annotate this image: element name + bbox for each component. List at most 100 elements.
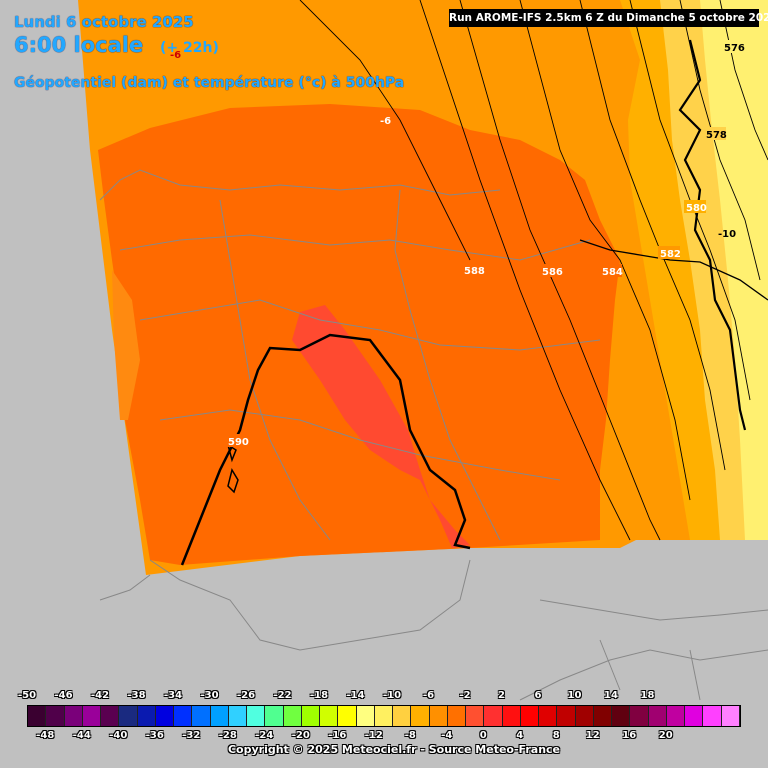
legend-swatch bbox=[557, 706, 576, 726]
label-580: 580 bbox=[686, 203, 707, 214]
legend-swatch bbox=[612, 706, 631, 726]
label-temp-minus6-small: -6 bbox=[170, 50, 181, 61]
legend-swatch bbox=[283, 706, 302, 726]
legend-top-label: -46 bbox=[54, 690, 73, 701]
legend-top-label: -18 bbox=[309, 690, 329, 701]
legend-bottom-label: -24 bbox=[255, 730, 274, 741]
legend-bottom-label: 0 bbox=[479, 730, 487, 741]
label-temp-minus6: -6 bbox=[380, 116, 391, 127]
legend-swatch bbox=[539, 706, 558, 726]
legend-swatch bbox=[593, 706, 612, 726]
legend-swatch bbox=[447, 706, 466, 726]
forecast-date: Lundi 6 octobre 2025 bbox=[14, 13, 194, 31]
legend-swatch bbox=[247, 706, 266, 726]
legend-swatch bbox=[228, 706, 247, 726]
coast-east bbox=[579, 239, 768, 301]
legend-bottom-label: 16 bbox=[622, 730, 637, 741]
geopotential-isolines bbox=[299, 0, 768, 541]
legend-swatch bbox=[119, 706, 138, 726]
label-588: 588 bbox=[464, 266, 485, 277]
run-info: Run AROME-IFS 2.5km 6 Z du Dimanche 5 oc… bbox=[449, 9, 768, 27]
legend-top-label: -38 bbox=[127, 690, 146, 701]
legend-bottom-label: -16 bbox=[328, 730, 347, 741]
label-584: 584 bbox=[602, 267, 623, 278]
legend-bottom-labels: -48 -44 -40 -36 -32 -28 -24 -20 -16 -12 -8 -4 0 4 8 12 1… bbox=[0, 730, 768, 744]
legend-color-bar bbox=[27, 705, 741, 727]
label-586: 586 bbox=[542, 267, 563, 278]
legend-swatch bbox=[192, 706, 211, 726]
legend-swatch bbox=[301, 706, 320, 726]
temperature-field bbox=[78, 0, 768, 575]
legend-top-label: -6 bbox=[422, 690, 435, 701]
legend-top-label: 10 bbox=[567, 690, 582, 701]
legend-swatch bbox=[648, 706, 667, 726]
legend-swatch bbox=[82, 706, 101, 726]
temperature-labels: -6 -6 -10 bbox=[170, 50, 736, 240]
contour-576-east bbox=[678, 39, 747, 431]
label-590: 590 bbox=[228, 437, 249, 448]
legend-top-label: -2 bbox=[459, 690, 471, 701]
legend-swatch bbox=[685, 706, 704, 726]
legend-swatch bbox=[502, 706, 521, 726]
label-576: 576 bbox=[724, 43, 745, 54]
legend-swatch bbox=[137, 706, 156, 726]
legend-swatch bbox=[101, 706, 120, 726]
label-582: 582 bbox=[660, 249, 681, 260]
legend-top-label: 14 bbox=[604, 690, 618, 701]
label-temp-minus10: -10 bbox=[718, 229, 736, 240]
legend-swatch bbox=[210, 706, 229, 726]
forecast-local-time: 6:00 locale bbox=[14, 33, 144, 57]
legend-bottom-label: -36 bbox=[145, 730, 164, 741]
legend-swatch bbox=[338, 706, 357, 726]
legend-bottom-label: -4 bbox=[441, 730, 453, 741]
legend-bottom-label: 20 bbox=[658, 730, 673, 741]
legend-bottom-label: -32 bbox=[182, 730, 201, 741]
legend-bottom-label: -28 bbox=[218, 730, 237, 741]
copyright: Copyright © 2025 Meteociel.fr - Source M… bbox=[227, 743, 561, 756]
legend-top-label: -34 bbox=[163, 690, 183, 701]
legend-bottom-label: 8 bbox=[552, 730, 560, 741]
legend-top-label: -30 bbox=[200, 690, 219, 701]
legend-swatch bbox=[155, 706, 174, 726]
legend-swatch bbox=[356, 706, 375, 726]
legend-swatch bbox=[46, 706, 65, 726]
legend-swatch bbox=[484, 706, 503, 726]
legend-swatch bbox=[666, 706, 685, 726]
legend-top-label: 2 bbox=[498, 690, 505, 701]
legend-swatch bbox=[703, 706, 722, 726]
legend-top-label: -22 bbox=[273, 690, 292, 701]
legend-bottom-label: 12 bbox=[585, 730, 600, 741]
legend-top-label: -14 bbox=[346, 690, 365, 701]
legend-swatch bbox=[630, 706, 649, 726]
legend-top-label: 18 bbox=[640, 690, 655, 701]
legend-swatch bbox=[393, 706, 412, 726]
legend-bottom-label: -8 bbox=[404, 730, 416, 741]
legend-swatch bbox=[64, 706, 83, 726]
legend-bottom-label: -44 bbox=[72, 730, 91, 741]
legend-bottom-label: -20 bbox=[291, 730, 310, 741]
legend-swatch bbox=[466, 706, 485, 726]
legend-bottom-label: -12 bbox=[364, 730, 383, 741]
forecast-offset: (+ 22h) bbox=[160, 40, 219, 56]
legend-top-label: -42 bbox=[90, 690, 110, 701]
legend-swatch bbox=[429, 706, 448, 726]
legend-swatch bbox=[265, 706, 284, 726]
legend-swatch bbox=[374, 706, 393, 726]
legend-swatch bbox=[575, 706, 594, 726]
isle-2 bbox=[226, 443, 237, 463]
legend-top-label: -50 bbox=[17, 690, 37, 701]
legend-top-labels: -50 -46 -42 -38 -34 -30 -26 -22 -18 -14 -10 -6 -2 2 6 1… bbox=[0, 690, 768, 704]
legend-bottom-label: -40 bbox=[109, 730, 128, 741]
legend-swatch bbox=[721, 706, 740, 726]
legend-swatch bbox=[28, 706, 47, 726]
legend-bottom-label: -48 bbox=[36, 730, 55, 741]
legend-swatch bbox=[520, 706, 539, 726]
legend-bottom-label: 4 bbox=[516, 730, 524, 741]
isle-1 bbox=[227, 468, 239, 494]
legend-swatch bbox=[174, 706, 193, 726]
parameter-title: Géopotentiel (dam) et température (°c) à… bbox=[14, 75, 405, 91]
legend-top-label: 6 bbox=[534, 690, 542, 701]
legend-top-label: -10 bbox=[382, 690, 402, 701]
legend-top-label: -26 bbox=[236, 690, 256, 701]
